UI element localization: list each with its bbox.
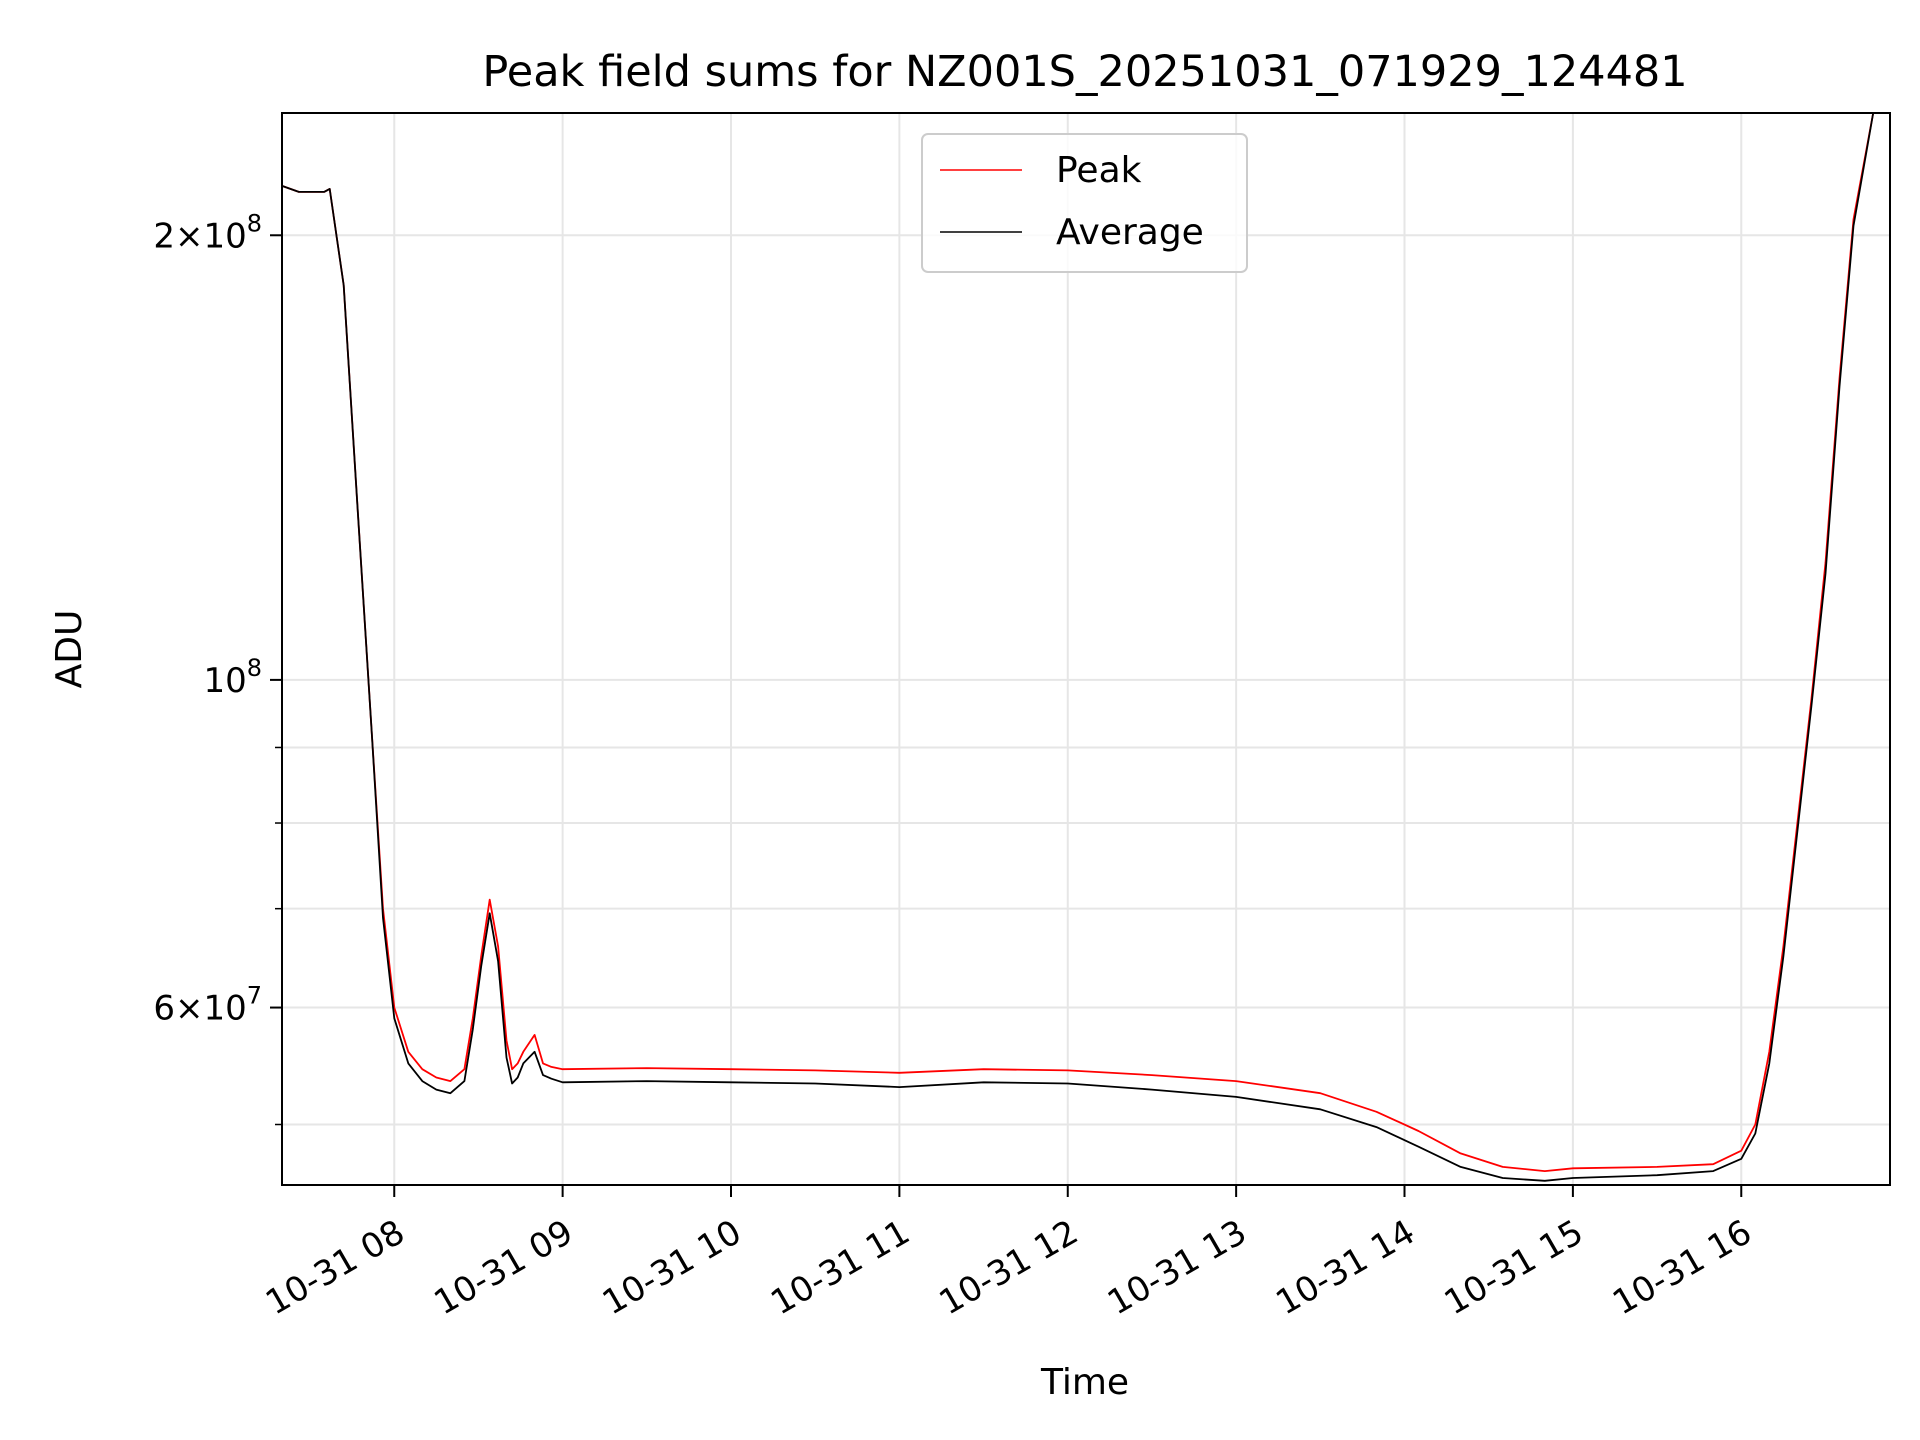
legend-box bbox=[921, 133, 1248, 273]
y-axis-label: ADU bbox=[49, 610, 90, 689]
y-tick-label-1: 108 bbox=[203, 654, 262, 701]
y-axis: 6×107 108 2×108 bbox=[153, 209, 282, 1126]
legend: Peak Average bbox=[921, 133, 1248, 273]
chart-title: Peak field sums for NZ001S_20251031_0719… bbox=[482, 47, 1687, 97]
y-tick-label-0: 6×107 bbox=[153, 982, 262, 1029]
grid-lines bbox=[282, 113, 1890, 1185]
legend-label-average: Average bbox=[1056, 212, 1204, 253]
series-line-average bbox=[281, 112, 1890, 1182]
y-tick-label-2: 2×108 bbox=[153, 209, 262, 256]
plot-frame bbox=[281, 112, 1891, 1186]
series-layer bbox=[281, 112, 1890, 1182]
legend-label-peak: Peak bbox=[1056, 150, 1142, 191]
x-axis-label: Time bbox=[1040, 1362, 1129, 1403]
series-line-peak bbox=[281, 112, 1890, 1172]
